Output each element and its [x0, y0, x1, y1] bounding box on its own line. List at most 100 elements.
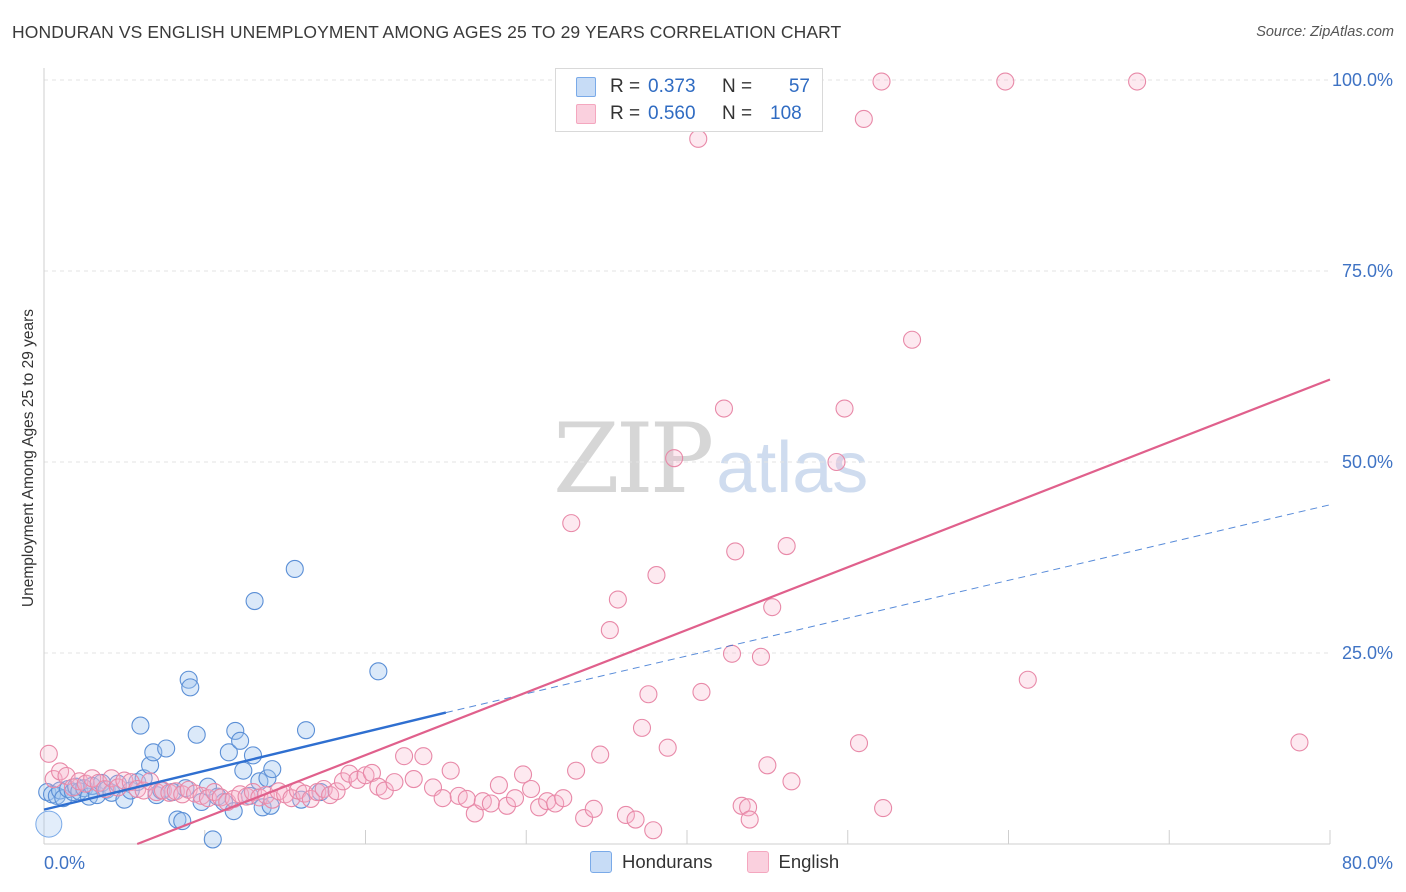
english-swatch	[576, 104, 596, 124]
english-point	[632, 718, 652, 737]
english-point	[740, 810, 759, 829]
source-credit: Source: ZipAtlas.com	[1256, 24, 1394, 40]
english-point	[489, 776, 508, 795]
english-point	[522, 779, 541, 799]
honduran-point	[226, 721, 245, 740]
hondurans-legend-label: Hondurans	[622, 851, 713, 872]
r-value: 0.373	[648, 76, 696, 97]
english-point	[327, 782, 346, 801]
english-point	[665, 449, 684, 468]
honduran-point	[245, 591, 264, 611]
legend-row-english: R = 0.560 N = 108	[576, 101, 810, 127]
hondurans-swatch	[576, 77, 596, 97]
honduran-point	[179, 670, 198, 689]
honduran-point	[35, 810, 63, 838]
honduran-point	[369, 662, 388, 681]
english-trend-line	[136, 378, 1331, 846]
english-point	[996, 72, 1015, 91]
english-point	[726, 542, 745, 561]
x-tick-label: 80.0%	[1342, 853, 1393, 873]
english-point	[333, 772, 353, 791]
english-point	[173, 785, 192, 804]
english-point	[554, 789, 573, 808]
english-point	[39, 744, 58, 763]
honduran-point	[187, 725, 206, 744]
english-point	[827, 452, 846, 472]
english-point	[83, 769, 102, 788]
english-point	[584, 799, 603, 818]
honduran-point	[263, 760, 282, 779]
english-point	[562, 514, 581, 533]
y-tick-label: 25.0%	[1342, 643, 1393, 663]
english-point	[874, 799, 893, 818]
english-point	[616, 805, 635, 825]
r-label: R =	[610, 103, 641, 124]
y-tick-label: 75.0%	[1342, 261, 1393, 281]
honduran-point	[157, 739, 176, 758]
english-point	[433, 789, 452, 808]
english-point	[714, 399, 734, 418]
english-point	[777, 536, 796, 556]
honduran-point	[181, 678, 200, 697]
english-point	[692, 682, 711, 702]
english-point	[639, 685, 658, 704]
english-point	[404, 770, 423, 789]
english-point	[600, 621, 619, 640]
n-value: 108	[770, 103, 802, 124]
english-point	[751, 647, 770, 666]
english-point	[301, 789, 320, 808]
legend-item-hondurans[interactable]: Hondurans	[590, 851, 713, 873]
english-point	[414, 747, 433, 766]
english-point	[872, 72, 891, 91]
english-legend-label: English	[778, 851, 840, 872]
hondurans-legend-swatch	[590, 851, 612, 873]
legend-row-hondurans: R = 0.373 N = 57	[576, 74, 810, 100]
english-point	[722, 644, 742, 663]
english-point	[835, 399, 854, 418]
english-point	[575, 808, 594, 828]
y-tick-label: 50.0%	[1342, 452, 1393, 472]
series-legend: Hondurans English	[590, 851, 873, 873]
y-tick-label: 100.0%	[1332, 70, 1393, 90]
honduran-trend-extension	[445, 504, 1331, 714]
english-point	[849, 734, 869, 753]
honduran-point	[231, 731, 250, 750]
english-point	[1290, 733, 1309, 752]
honduran-point	[219, 743, 238, 762]
honduran-point	[131, 716, 150, 735]
english-point	[51, 762, 70, 781]
n-label: N =	[722, 76, 753, 97]
english-point	[1128, 72, 1147, 91]
correlation-legend: R = 0.373 N = 57 R = 0.560 N = 108	[555, 68, 823, 132]
english-point	[505, 789, 525, 808]
english-point	[902, 330, 922, 349]
legend-item-english[interactable]: English	[746, 851, 840, 873]
english-point	[457, 789, 476, 808]
english-point	[121, 773, 140, 792]
r-value: 0.560	[648, 103, 696, 124]
english-point	[782, 772, 801, 791]
english-point	[1018, 670, 1037, 689]
x-tick-label: 0.0%	[44, 853, 85, 873]
n-value: 57	[788, 76, 810, 97]
r-label: R =	[610, 76, 641, 97]
english-point	[758, 756, 777, 775]
honduran-point	[234, 761, 253, 780]
chart-title: HONDURAN VS ENGLISH UNEMPLOYMENT AMONG A…	[12, 22, 842, 42]
english-point	[644, 821, 663, 840]
english-point	[658, 738, 677, 757]
english-point	[481, 794, 500, 813]
honduran-point	[296, 721, 316, 740]
n-label: N =	[722, 103, 753, 124]
english-point	[854, 109, 873, 129]
english-point	[732, 796, 751, 815]
english-point	[763, 598, 782, 617]
english-point	[608, 590, 627, 609]
english-point	[626, 810, 645, 829]
english-point	[591, 745, 610, 764]
english-point	[395, 747, 414, 766]
english-point	[689, 129, 708, 148]
english-point	[513, 765, 533, 784]
honduran-point	[285, 559, 304, 579]
